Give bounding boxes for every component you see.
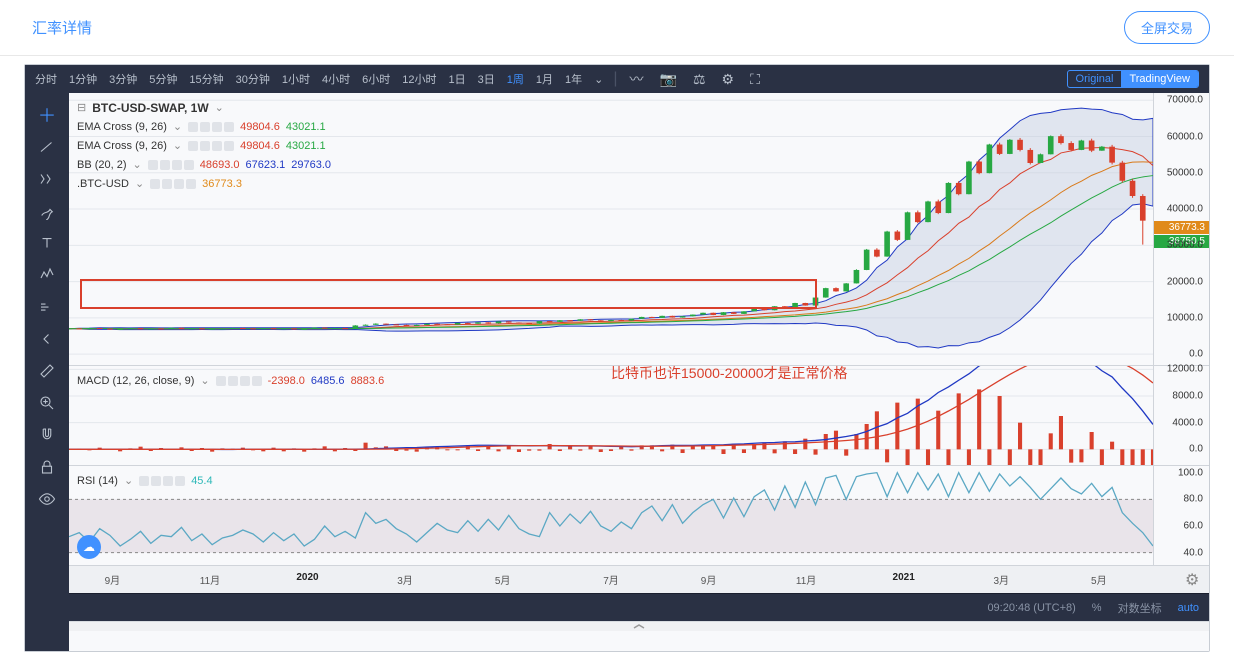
macd-v1: -2398.0 (268, 372, 305, 390)
cloud-icon[interactable]: ☁ (77, 535, 101, 559)
price-legend: ⊟ BTC-USD-SWAP, 1W ⌄ EMA Cross (9, 26) ⌄… (77, 99, 331, 194)
rsi-chart-svg (69, 466, 1209, 565)
magnet-tool[interactable] (31, 421, 63, 449)
timeframe-3日[interactable]: 3日 (472, 67, 501, 91)
ema1-v1: 49804.6 (240, 118, 280, 136)
indicators-icon[interactable]: 〰 (622, 65, 652, 93)
bb-v3: 29763.0 (291, 156, 331, 174)
brush-tool[interactable] (31, 197, 63, 225)
time-labels: 9月11月20203月5月7月9月11月20213月5月 (69, 566, 1209, 593)
chart-container: 分时1分钟3分钟5分钟15分钟30分钟1小时4小时6小时12小时1日3日1周1月… (24, 64, 1210, 652)
timeframe-5分钟[interactable]: 5分钟 (143, 67, 183, 91)
rsi-panel[interactable]: RSI (14) ⌄ 45.4 ☁ 100.080.060.040.0 (69, 465, 1209, 565)
indicator-btc-label[interactable]: .BTC-USD (77, 175, 129, 193)
toolbar-right: Original TradingView (1067, 70, 1205, 88)
ema1-v2: 43021.1 (286, 118, 326, 136)
ema2-v2: 43021.1 (286, 137, 326, 155)
compare-icon[interactable]: ⚖ (685, 67, 714, 92)
timeframe-4小时[interactable]: 4小时 (316, 67, 356, 91)
timeframe-1周[interactable]: 1周 (501, 67, 530, 91)
rsi-y-axis[interactable]: 100.080.060.040.0 (1153, 466, 1209, 565)
indicator-ema2-label[interactable]: EMA Cross (9, 26) (77, 137, 167, 155)
settings-icon[interactable]: ⚙ (714, 67, 743, 92)
pattern-tool[interactable] (31, 261, 63, 289)
crosshair-tool[interactable] (31, 101, 63, 129)
rsi-v1: 45.4 (191, 472, 212, 490)
macd-v3: 8883.6 (351, 372, 385, 390)
timeframe-more-icon[interactable]: ⌄ (588, 69, 609, 90)
price-badge-1: 36773.3 (1154, 221, 1209, 234)
trendline-tool[interactable] (31, 133, 63, 161)
indicator-rsi-label[interactable]: RSI (14) (77, 472, 118, 490)
macd-legend: MACD (12, 26, close, 9) ⌄ -2398.0 6485.6… (77, 372, 384, 391)
visibility-tool[interactable] (31, 485, 63, 513)
bb-v1: 48693.0 (200, 156, 240, 174)
view-original[interactable]: Original (1068, 71, 1122, 87)
chevron-down-icon[interactable]: ⌄ (133, 156, 142, 174)
forecast-tool[interactable] (31, 293, 63, 321)
collapse-handle[interactable] (69, 621, 1209, 631)
timeframe-3分钟[interactable]: 3分钟 (103, 67, 143, 91)
page-title[interactable]: 汇率详情 (32, 17, 92, 38)
timeframe-1分钟[interactable]: 1分钟 (63, 67, 103, 91)
price-y-axis[interactable]: 36773.3 36750.5 70000.060000.050000.0400… (1153, 93, 1209, 365)
drawing-tools-sidebar (25, 93, 69, 651)
symbol-name[interactable]: BTC-USD-SWAP, 1W (92, 99, 208, 117)
pct-button[interactable]: % (1092, 602, 1102, 614)
annotation-text: 比特币也许15000-20000才是正常价格 (611, 363, 848, 383)
timeframe-分时[interactable]: 分时 (29, 67, 63, 91)
time-axis-panel[interactable]: 9月11月20203月5月7月9月11月20213月5月 ⚙ (69, 565, 1209, 593)
bb-v2: 67623.1 (246, 156, 286, 174)
rsi-legend: RSI (14) ⌄ 45.4 (77, 472, 213, 491)
back-tool[interactable] (31, 325, 63, 353)
macd-y-axis[interactable]: 12000.08000.04000.00.0 (1153, 366, 1209, 465)
view-toggle: Original TradingView (1067, 70, 1199, 88)
chart-toolbar: 分时1分钟3分钟5分钟15分钟30分钟1小时4小时6小时12小时1日3日1周1月… (25, 65, 1209, 93)
fullscreen-button[interactable]: 全屏交易 (1124, 11, 1210, 44)
chevron-down-icon[interactable]: ⌄ (135, 175, 144, 193)
zoom-tool[interactable] (31, 389, 63, 417)
annotation-box (80, 279, 817, 309)
timeframe-list: 分时1分钟3分钟5分钟15分钟30分钟1小时4小时6小时12小时1日3日1周1月… (29, 65, 768, 93)
timeframe-1年[interactable]: 1年 (559, 67, 588, 91)
timeframe-6小时[interactable]: 6小时 (356, 67, 396, 91)
chart-status-bar: 09:20:48 (UTC+8) % 对数坐标 auto (69, 593, 1209, 621)
header-bar: 汇率详情 全屏交易 (0, 0, 1234, 56)
chevron-down-icon[interactable]: ⌄ (215, 99, 224, 117)
log-scale-button[interactable]: 对数坐标 (1118, 600, 1162, 616)
fib-tool[interactable] (31, 165, 63, 193)
timeframe-1小时[interactable]: 1小时 (276, 67, 316, 91)
text-tool[interactable] (31, 229, 63, 257)
chevron-down-icon[interactable]: ⌄ (124, 472, 133, 490)
chevron-down-icon[interactable]: ⌄ (173, 118, 182, 136)
timeframe-15分钟[interactable]: 15分钟 (183, 67, 229, 91)
indicator-bb-label[interactable]: BB (20, 2) (77, 156, 127, 174)
btc-v1: 36773.3 (202, 175, 242, 193)
ruler-tool[interactable] (31, 357, 63, 385)
timeframe-1月[interactable]: 1月 (530, 67, 559, 91)
price-panel[interactable]: ⊟ BTC-USD-SWAP, 1W ⌄ EMA Cross (9, 26) ⌄… (69, 93, 1209, 365)
view-tradingview[interactable]: TradingView (1121, 71, 1198, 87)
clock-display: 09:20:48 (UTC+8) (987, 602, 1075, 614)
timeframe-30分钟[interactable]: 30分钟 (230, 67, 276, 91)
timeframe-1日[interactable]: 1日 (443, 67, 472, 91)
auto-button[interactable]: auto (1178, 602, 1199, 614)
snapshot-icon[interactable]: 📷 (652, 67, 685, 92)
fullscreen-icon[interactable]: ⛶ (742, 67, 768, 92)
chevron-down-icon[interactable]: ⌄ (200, 372, 209, 390)
timeframe-12小时[interactable]: 12小时 (396, 67, 442, 91)
macd-v2: 6485.6 (311, 372, 345, 390)
lock-tool[interactable] (31, 453, 63, 481)
indicator-macd-label[interactable]: MACD (12, 26, close, 9) (77, 372, 194, 390)
gear-icon[interactable]: ⚙ (1185, 570, 1205, 590)
ema2-v1: 49804.6 (240, 137, 280, 155)
indicator-ema1-label[interactable]: EMA Cross (9, 26) (77, 118, 167, 136)
chevron-down-icon[interactable]: ⌄ (173, 137, 182, 155)
